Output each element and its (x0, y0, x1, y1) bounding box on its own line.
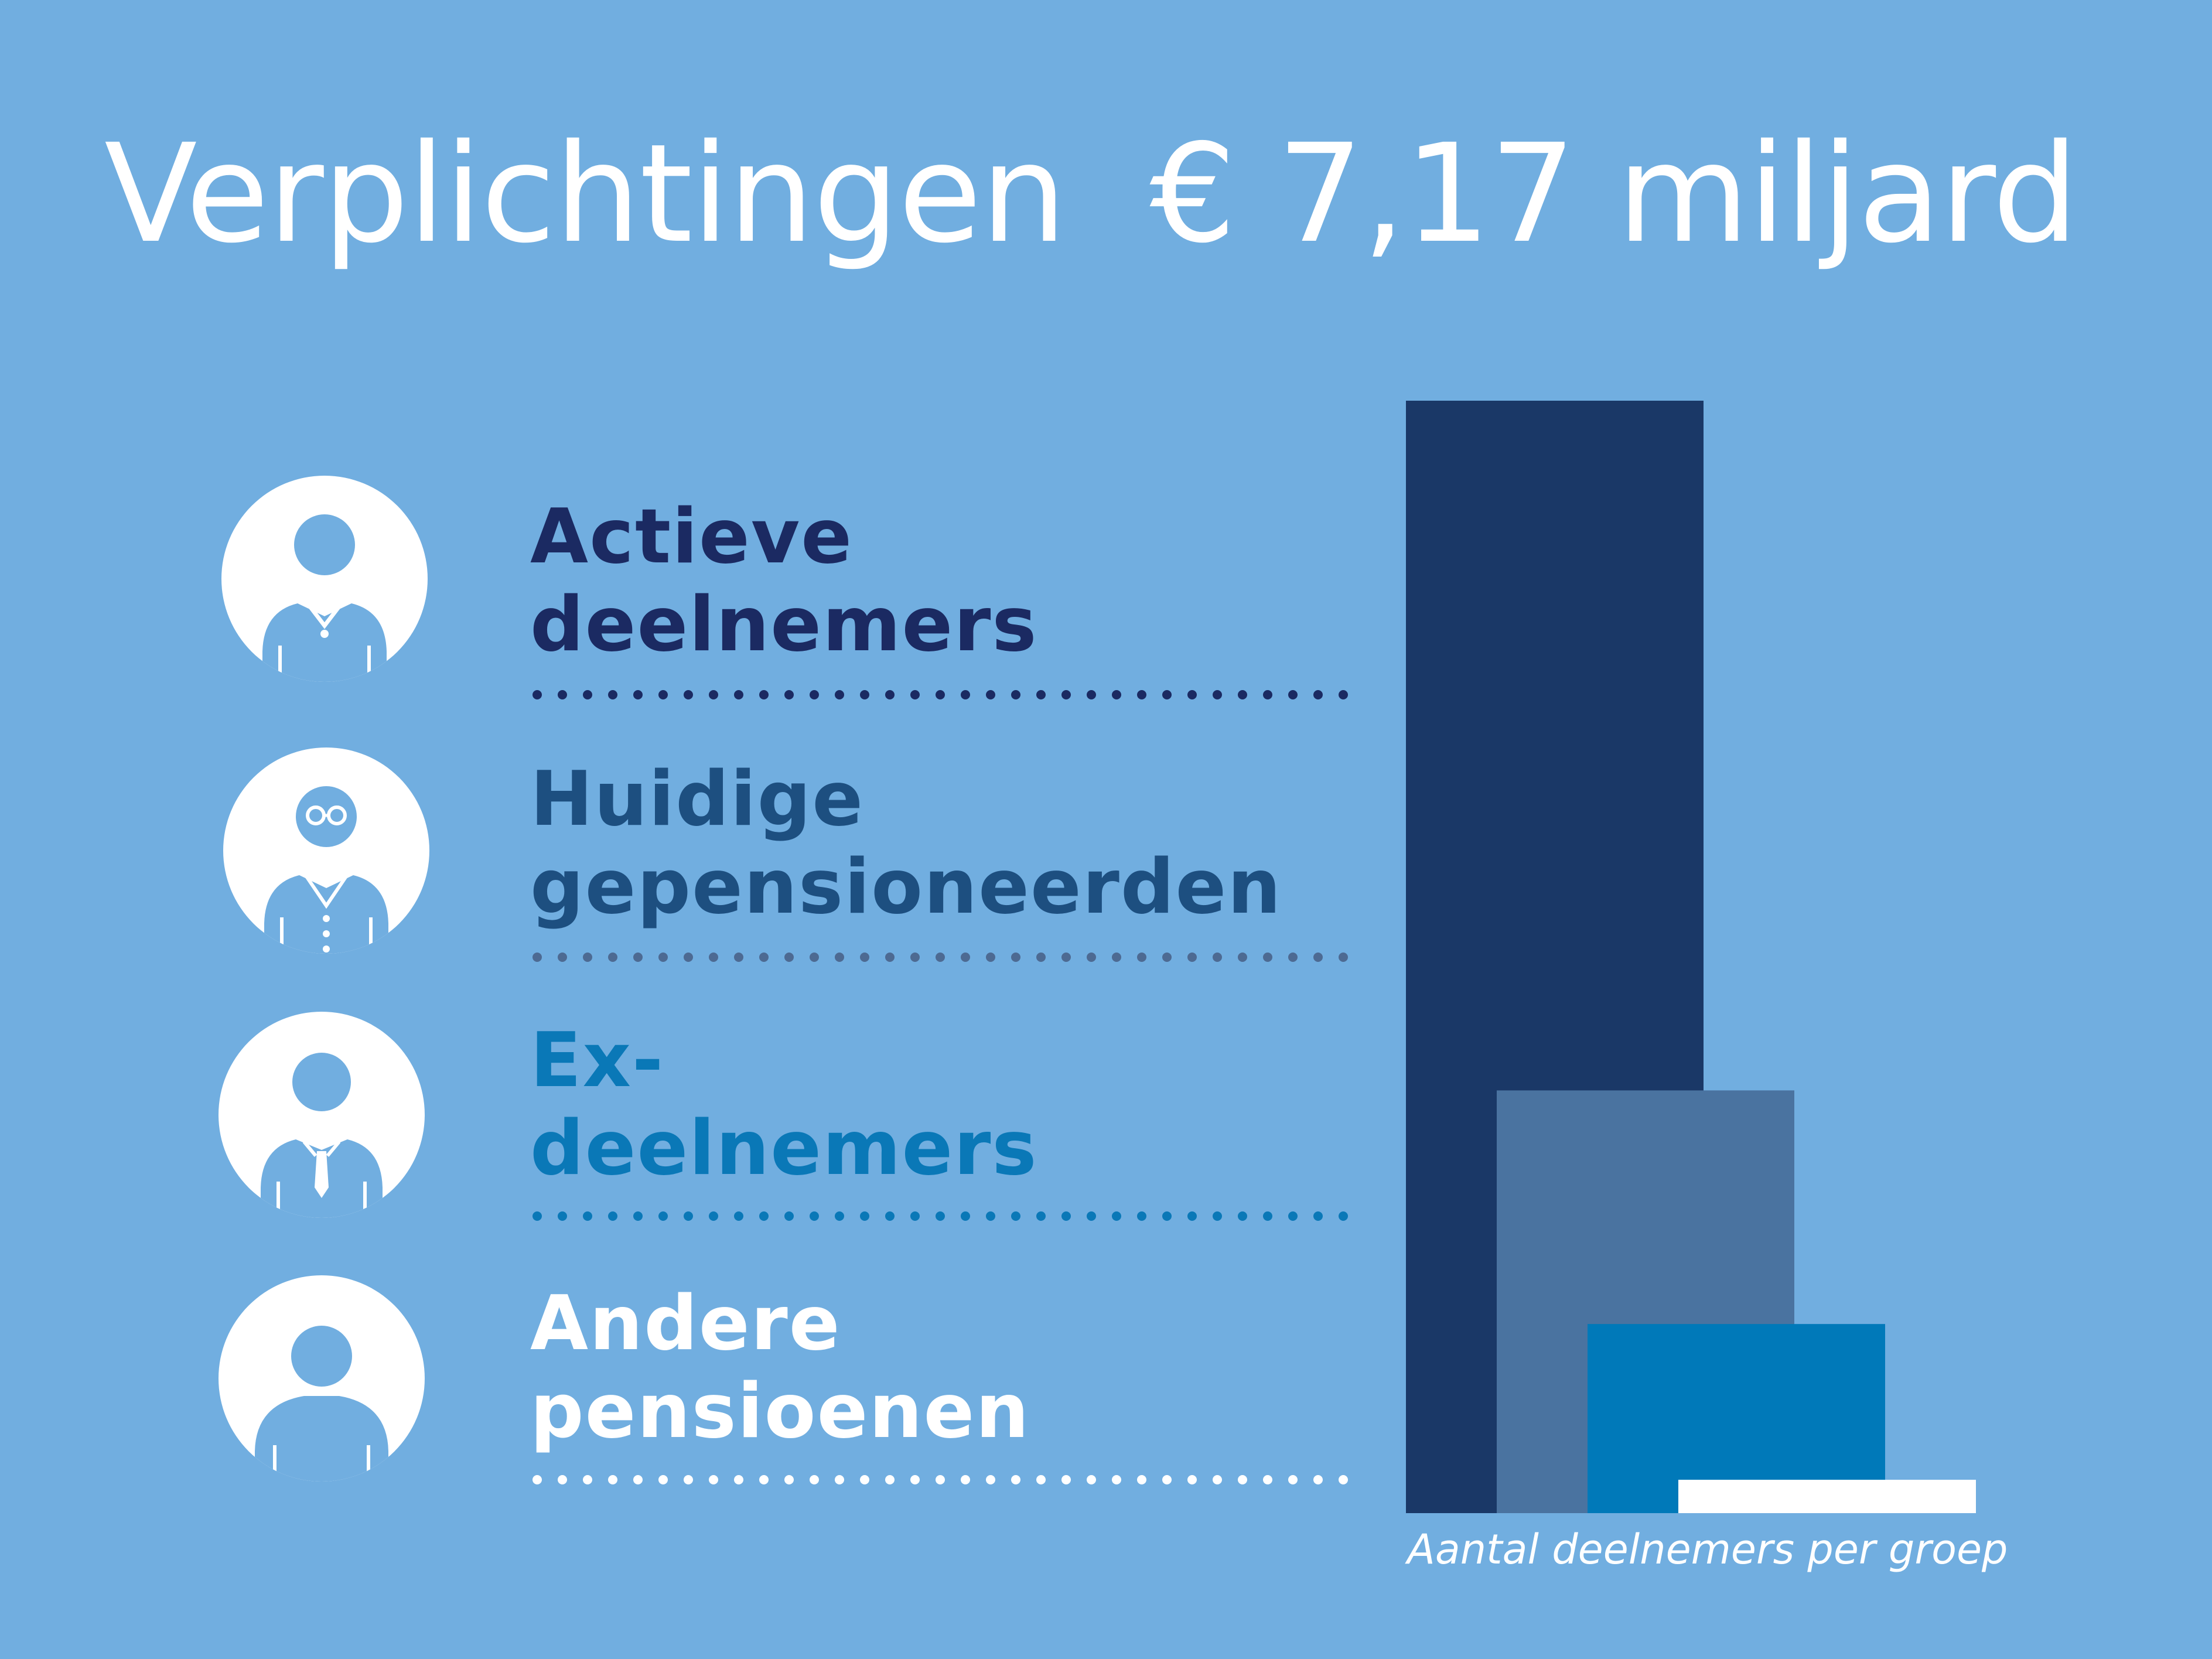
bar-4 (1678, 1480, 1976, 1513)
retiree-icon (223, 747, 429, 954)
group-label-line1: Huidige (530, 756, 865, 843)
dotted-divider (530, 688, 1350, 702)
group-label: Ex- deelnemers (530, 1017, 1038, 1193)
page-title: Verplichtingen € 7,17 miljard (104, 115, 2078, 273)
dotted-divider (530, 950, 1350, 964)
other-pension-icon (219, 1275, 425, 1482)
group-label-line1: Ex- (530, 1017, 665, 1104)
group-label-line1: Andere (530, 1280, 841, 1367)
group-label: Huidige gepensioneerden (530, 756, 1282, 931)
group-label-line2: deelnemers (530, 1105, 1038, 1192)
group-label-line2: deelnemers (530, 581, 1038, 668)
group-label-line1: Actieve (530, 493, 854, 581)
group-label-line2: gepensioneerden (530, 844, 1282, 931)
group-label-line2: pensioenen (530, 1368, 1030, 1455)
group-label: Actieve deelnemers (530, 493, 1038, 669)
chart-caption: Aantal deelnemers per groep (1407, 1525, 2008, 1573)
former-participant-icon (219, 1012, 425, 1218)
group-label: Andere pensioenen (530, 1280, 1030, 1456)
dotted-divider (530, 1473, 1350, 1487)
dotted-divider (530, 1209, 1350, 1223)
